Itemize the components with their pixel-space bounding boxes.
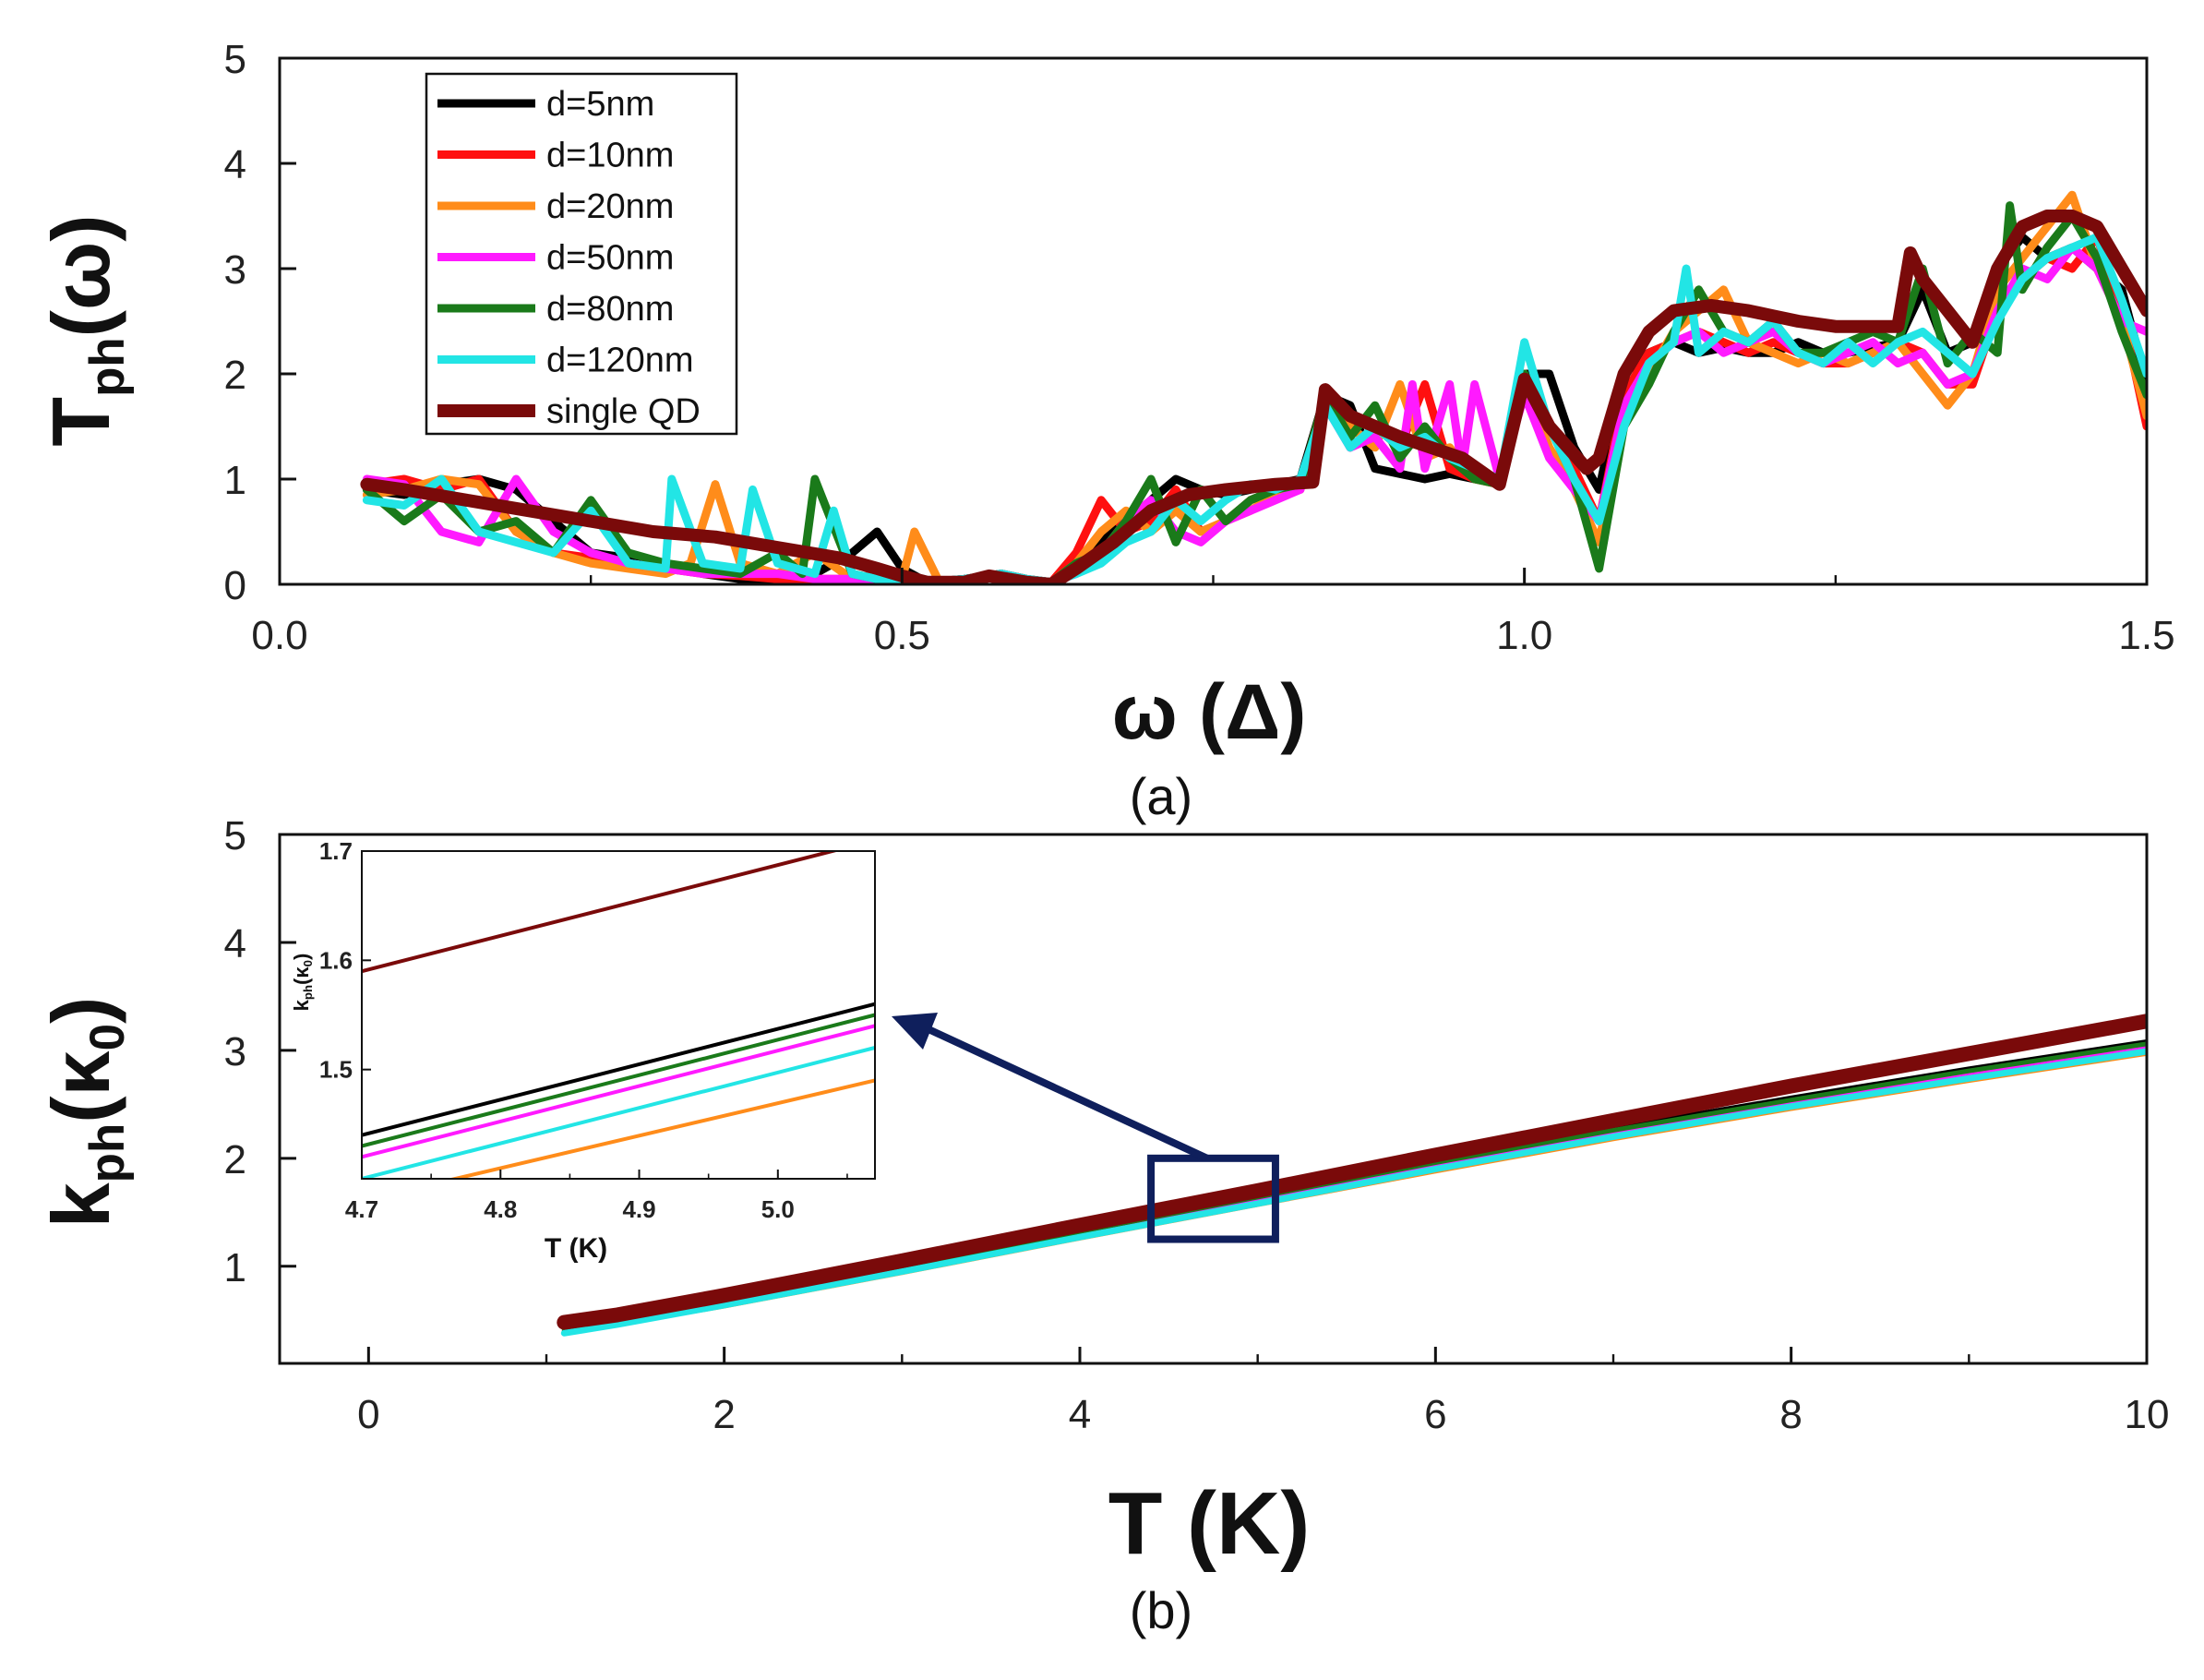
series-line-single-qd [360,210,2147,584]
y-tick-label: 1.7 [319,837,353,865]
x-tick-label: 5.0 [761,1195,795,1223]
series-line-single-qd [362,851,840,974]
inset-y-axis-label: kph(κ0) [290,954,315,1012]
x-tick-label: 4.9 [622,1195,655,1223]
inset-chart: 4.7 4.8 4.9 5.0 1.5 1.6 1.7 T (K) kph(κ0) [290,837,876,1264]
y-tick-label: 4 [224,142,246,187]
series-line-d-20nm [447,1078,875,1179]
y-tick-label: 2 [224,1137,246,1182]
y-tick-label: 4 [224,921,246,966]
x-tick-label: 4.8 [484,1195,517,1223]
plot-frame [361,850,876,1180]
y-tick-label: 3 [224,1029,246,1074]
y-tick-label: 5 [224,813,246,858]
y-tick-label: 1.5 [319,1056,353,1084]
zoom-arrow [927,1026,1209,1162]
series-line-d-50nm [362,243,2147,584]
x-tick-label: 4 [1069,1392,1091,1437]
legend: d=5nm d=10nm d=20nm d=50nm d=80nm d=120nm sing… [425,72,738,436]
x-tick-label: 2 [713,1392,735,1437]
plot-frame [278,833,2149,1365]
x-axis-label: ω (Δ) [1112,668,1307,755]
series-line-d-80nm [362,1013,875,1148]
x-tick-label: 6 [1424,1392,1446,1437]
legend-box [425,72,738,436]
x-tick-label: 0 [357,1392,379,1437]
y-tick-label: 1.6 [319,946,353,974]
x-tick-label: 10 [2125,1392,2170,1437]
x-tick-label: 1.0 [1496,613,1552,658]
inset-x-axis-label: T (K) [545,1233,607,1264]
y-tick-label: 1 [224,458,246,503]
series-line-d-50nm [362,1024,875,1159]
legend-label-d-120nm: d=120nm [546,342,694,380]
series-line-d-5nm [362,1002,875,1137]
plot-area [362,851,875,1179]
series-line-d-120nm [362,1046,875,1179]
legend-label-d-5nm: d=5nm [546,85,654,124]
x-tick-label: 1.5 [2118,613,2174,658]
x-tick-label: 4.7 [345,1195,378,1223]
series-line-d-120nm [560,1048,2147,1337]
y-axis-label: kph(κ0) [35,997,135,1229]
zoom-arrowhead [892,1013,938,1050]
legend-label-d-50nm: d=50nm [546,239,674,278]
legend-label-d-10nm: d=10nm [546,137,674,175]
y-tick-label: 2 [224,353,246,398]
panel-caption: (a) [1130,767,1192,825]
panel-caption: (b) [1130,1581,1192,1639]
x-axis-label: T (K) [1108,1474,1311,1573]
legend-label-d-20nm: d=20nm [546,187,674,226]
zoom-box [1147,1154,1279,1243]
x-tick-label: 8 [1779,1392,1802,1437]
series-line-single-qd [557,1014,2147,1330]
y-tick-label: 5 [224,37,246,82]
y-tick-label: 3 [224,247,246,293]
x-tick-label: 0.5 [874,613,930,658]
y-axis-label: Tph(ω) [35,214,135,446]
legend-label-d-80nm: d=80nm [546,290,674,329]
panel-a-chart: 0.0 0.5 1.0 1.5 0 1 2 3 4 5 ω (Δ) Tph(ω) (a) d=5nm d=1… [35,37,2175,825]
legend-label-single-qd: single QD [546,392,701,431]
y-tick-label: 0 [224,563,246,608]
y-tick-label: 1 [224,1245,246,1290]
x-tick-label: 0.0 [251,613,307,658]
